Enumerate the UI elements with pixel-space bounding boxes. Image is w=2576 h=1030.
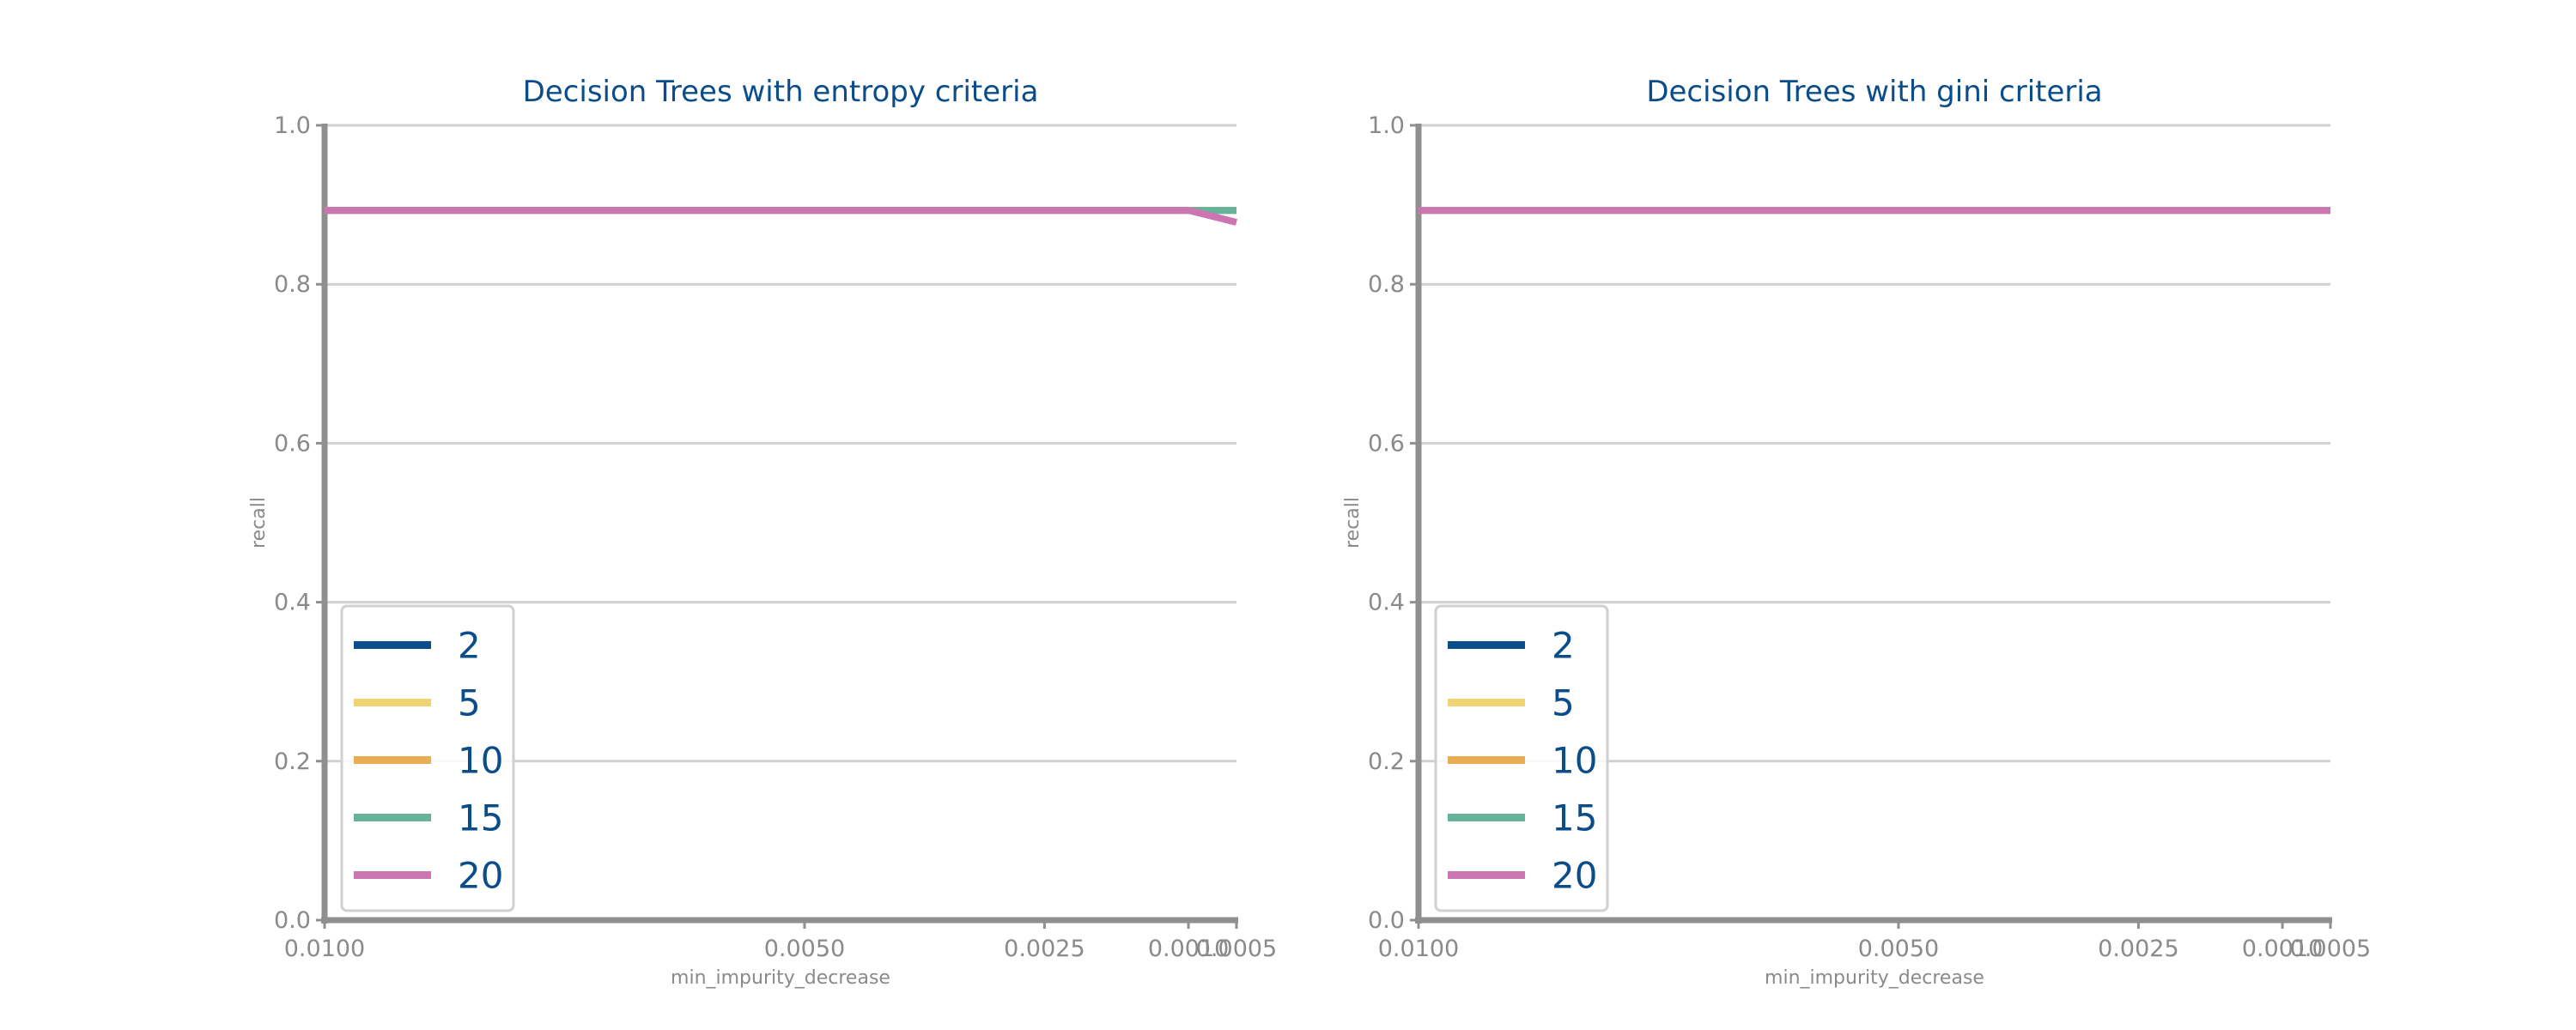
y-tick-label: 0.2 [1368, 748, 1405, 775]
x-tick-label: 0.0025 [2098, 936, 2178, 962]
x-tick-label: 0.0100 [284, 936, 365, 962]
chart-panel-entropy: 0.0 0.2 0.4 0.6 0.8 1.0 0.0100 0.0050 0.0025 0.00… [248, 75, 1277, 989]
y-tick-label: 0.8 [1368, 271, 1405, 298]
x-tick-label: 0.0005 [1196, 936, 1277, 962]
legend-label-2: 2 [1552, 625, 1575, 667]
y-axis-label: recall [1342, 497, 1364, 548]
legend-label-15: 15 [458, 797, 503, 839]
x-tick-label: 0.0010 [2242, 936, 2323, 962]
y-tick-label: 1.0 [274, 112, 311, 139]
legend-label-2: 2 [458, 625, 481, 667]
legend-label-20: 20 [458, 855, 503, 897]
y-tick-label: 0.4 [274, 590, 311, 616]
legend-label-5: 5 [458, 682, 481, 724]
legend-label-10: 10 [458, 740, 503, 782]
y-tick-label: 0.4 [1368, 590, 1405, 616]
legend-label-10: 10 [1552, 740, 1597, 782]
x-axis-label: min_impurity_decrease [671, 967, 890, 989]
chart-title: Decision Trees with entropy criteria [523, 75, 1039, 109]
x-tick-label: 0.0100 [1378, 936, 1459, 962]
y-tick-label: 0.0 [1368, 907, 1405, 934]
y-tick-label: 0.0 [274, 907, 311, 934]
x-tick-label: 0.0005 [2290, 936, 2371, 962]
x-axis-label: min_impurity_decrease [1765, 967, 1984, 989]
legend-label-5: 5 [1552, 682, 1575, 724]
x-tick-label: 0.0050 [1858, 936, 1939, 962]
x-tick-label: 0.0050 [764, 936, 845, 962]
chart-title: Decision Trees with gini criteria [1646, 75, 2102, 109]
x-tick-label: 0.0010 [1148, 936, 1229, 962]
legend-label-20: 20 [1552, 855, 1597, 897]
y-tick-label: 0.2 [274, 748, 311, 775]
legend-label-15: 15 [1552, 797, 1597, 839]
y-tick-label: 0.8 [274, 271, 311, 298]
x-tick-label: 0.0025 [1004, 936, 1084, 962]
y-tick-label: 0.6 [274, 430, 311, 457]
y-axis-label: recall [248, 497, 270, 548]
y-tick-label: 1.0 [1368, 112, 1405, 139]
chart-panel-gini: 0.0 0.2 0.4 0.6 0.8 1.0 0.0100 0.0050 0.0025 0.00… [1342, 75, 2371, 989]
y-tick-label: 0.6 [1368, 430, 1405, 457]
series-line-20 [325, 207, 1237, 226]
